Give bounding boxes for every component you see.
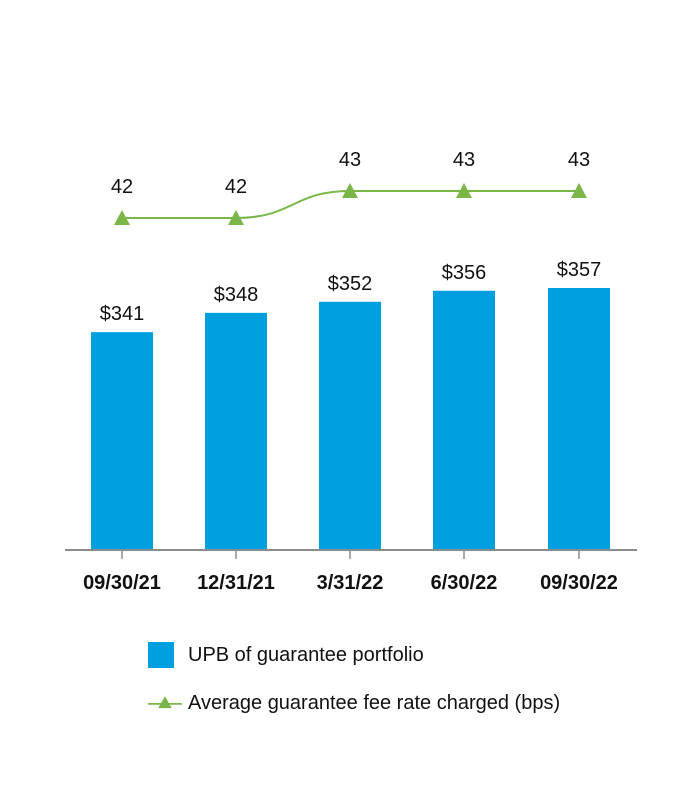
fee-rate-value-label: 43 xyxy=(453,149,475,171)
rate-line-layer: 42 42 43 43 43 xyxy=(111,149,590,225)
bar-upb xyxy=(91,332,153,550)
fee-rate-marker-icon xyxy=(228,210,244,225)
x-axis-tick-label: 12/31/21 xyxy=(197,572,275,594)
fee-rate-value-label: 42 xyxy=(225,176,247,198)
legend-item-upb: UPB of guarantee portfolio xyxy=(148,640,560,670)
fee-rate-value-label: 43 xyxy=(568,149,590,171)
legend-label-upb: UPB of guarantee portfolio xyxy=(188,643,424,666)
fee-rate-value-label: 42 xyxy=(111,176,133,198)
legend-bar-swatch-icon xyxy=(148,642,174,668)
bar-value-label: $357 xyxy=(557,259,602,281)
bar-upb xyxy=(319,301,381,550)
fee-rate-marker-icon xyxy=(456,183,472,198)
bar-value-label: $348 xyxy=(214,284,259,306)
legend-triangle-line-icon xyxy=(148,696,182,709)
bar-upb xyxy=(433,290,495,550)
x-axis-tick-label: 09/30/21 xyxy=(83,572,161,594)
legend-item-fee-rate: Average guarantee fee rate charged (bps) xyxy=(148,688,560,718)
x-axis: 09/30/21 12/31/21 3/31/22 6/30/22 09/30/22 xyxy=(65,549,637,594)
bar-value-label: $356 xyxy=(442,262,487,284)
fee-rate-value-label: 43 xyxy=(339,149,361,171)
x-axis-tick-label: 3/31/22 xyxy=(317,572,384,594)
bar-upb xyxy=(205,312,267,550)
legend: UPB of guarantee portfolio Average guara… xyxy=(148,640,560,736)
bar-upb xyxy=(548,288,610,550)
bar-value-label: $352 xyxy=(328,273,373,295)
legend-label-fee-rate: Average guarantee fee rate charged (bps) xyxy=(188,691,561,714)
bar-value-label: $341 xyxy=(100,303,145,325)
bars-layer: $341 $348 $352 $356 $357 xyxy=(91,259,610,550)
fee-rate-marker-icon xyxy=(571,183,587,198)
fee-rate-marker-icon xyxy=(342,183,358,198)
fee-rate-marker-icon xyxy=(114,210,130,225)
x-axis-tick-label: 6/30/22 xyxy=(431,572,498,594)
x-axis-tick-label: 09/30/22 xyxy=(540,572,618,594)
